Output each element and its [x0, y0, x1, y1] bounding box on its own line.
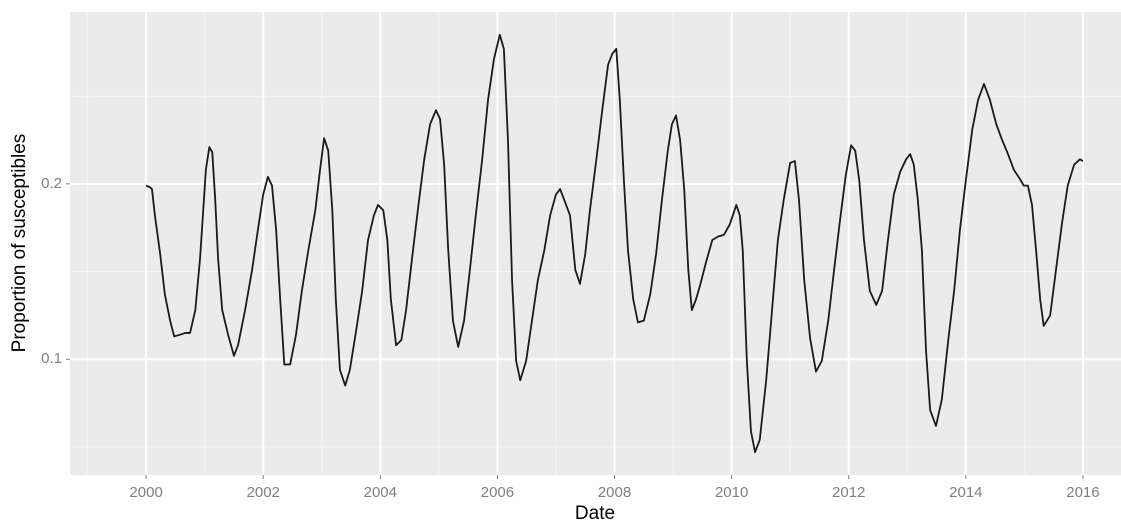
- x-tick-label: 2016: [1066, 484, 1099, 501]
- x-tick-label: 2008: [598, 484, 631, 501]
- x-axis-title: Date: [575, 503, 615, 523]
- y-tick-label: 0.1: [41, 350, 62, 367]
- panel: [70, 12, 1121, 475]
- x-tick-label: 2000: [129, 484, 162, 501]
- y-tick-label: 0.2: [41, 175, 62, 192]
- x-tick-label: 2002: [247, 484, 280, 501]
- x-tick-label: 2014: [949, 484, 982, 501]
- y-axis-title: Proportion of susceptibles: [9, 134, 30, 353]
- data-line: [145, 33, 1084, 454]
- marks: [145, 33, 1084, 454]
- x-tick-label: 2004: [364, 484, 397, 501]
- x-tick-label: 2006: [481, 484, 514, 501]
- x-tick-label: 2012: [832, 484, 865, 501]
- x-tick-label: 2010: [715, 484, 748, 501]
